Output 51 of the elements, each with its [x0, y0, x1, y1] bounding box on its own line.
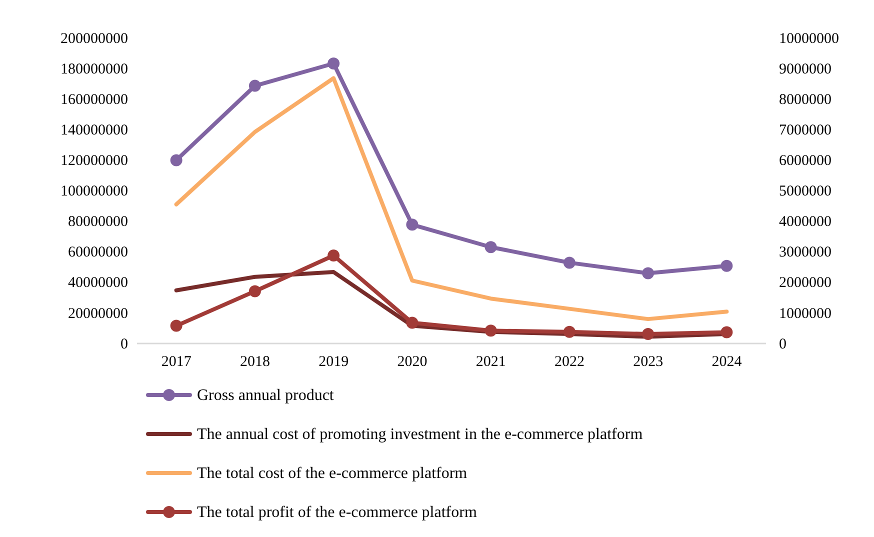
point: [720, 260, 733, 272]
y-tick-label: 40000000: [68, 275, 128, 292]
y-tick-label: 200000000: [60, 30, 128, 47]
point: [642, 267, 654, 280]
point: [484, 241, 497, 254]
point: [563, 326, 576, 338]
y2-tick-label: 7000000: [779, 122, 832, 138]
point: [170, 320, 182, 332]
point: [406, 218, 418, 231]
y2-tick-label: 10000000: [779, 30, 839, 47]
x-tick-label: 2021: [476, 354, 506, 370]
y-tick-label: 60000000: [68, 244, 128, 261]
y2-tick-label: 6000000: [779, 153, 832, 169]
y-tick-label: 120000000: [60, 153, 128, 169]
y-tick-label: 100000000: [60, 184, 128, 200]
point: [328, 58, 340, 70]
y2-tick-label: 0: [779, 336, 786, 352]
x-tick-label: 2018: [240, 354, 270, 370]
line-series: [174, 76, 729, 322]
y-tick-label: 0: [120, 336, 128, 352]
legend-label: Gross annual product: [197, 387, 334, 404]
x-tick-label: 2023: [633, 354, 664, 370]
point: [720, 326, 733, 338]
x-tick-label: 2017: [161, 354, 192, 370]
y2-tick-label: 4000000: [779, 214, 832, 230]
point: [328, 250, 340, 262]
y2-tick-label: 5000000: [779, 184, 832, 200]
y2-tick-label: 3000000: [779, 244, 832, 261]
x-tick-label: 2020: [397, 354, 428, 370]
y-tick-label: 140000000: [60, 122, 128, 138]
y-tick-label: 160000000: [60, 92, 128, 108]
y2-tick-label: 2000000: [779, 275, 832, 292]
legend-label: The total profit of the e-commerce platform: [197, 504, 478, 521]
point: [170, 154, 182, 166]
y-tick-label: 20000000: [68, 306, 128, 322]
legend-label: The total cost of the e-commerce platform: [197, 465, 468, 482]
y-tick-label: 80000000: [68, 214, 128, 230]
x-tick-label: 2022: [554, 354, 584, 370]
point: [484, 324, 497, 337]
point: [563, 256, 576, 269]
y2-tick-label: 1000000: [779, 306, 832, 322]
x-tick-label: 2019: [318, 354, 349, 370]
y2-tick-label: 8000000: [779, 92, 832, 108]
y-tick-label: 180000000: [60, 61, 128, 78]
point: [248, 80, 261, 92]
point: [248, 285, 261, 298]
legend-label: The annual cost of promoting investment in the e-commerce platform: [197, 426, 644, 443]
y2-tick-label: 9000000: [779, 61, 832, 78]
point: [406, 316, 418, 329]
point: [642, 328, 654, 340]
x-tick-label: 2024: [712, 354, 742, 370]
